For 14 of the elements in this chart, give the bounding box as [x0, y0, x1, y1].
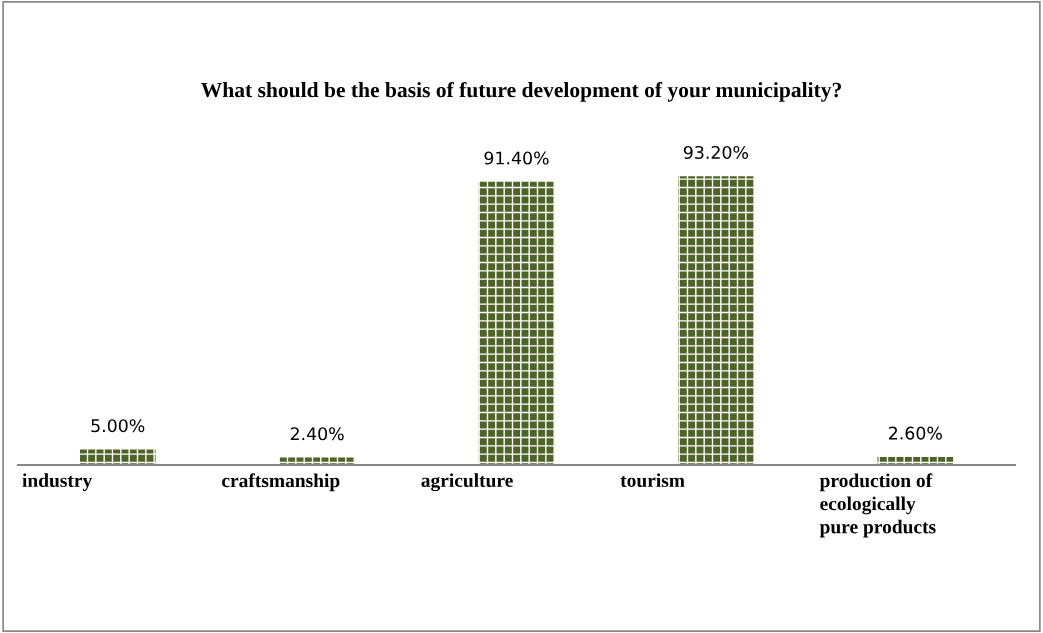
data-label: 93.20%: [683, 145, 749, 160]
x-tick-label: tourism: [620, 473, 685, 488]
data-label: 91.40%: [484, 151, 549, 165]
data-label: 2.40%: [290, 427, 344, 441]
chart-title: What should be the basis of future development of your municipality?: [201, 81, 841, 102]
bar: [678, 176, 754, 465]
bar: [478, 181, 555, 465]
data-label: 5.00%: [91, 419, 145, 433]
x-tick-label: agriculture: [421, 473, 513, 492]
x-tick-label: craftsmanship: [222, 473, 340, 492]
bar: [79, 449, 156, 465]
data-label: 2.60%: [889, 426, 942, 440]
x-tick-label: production of ecologically pure products: [819, 473, 936, 538]
x-tick-label: industry: [22, 473, 93, 492]
